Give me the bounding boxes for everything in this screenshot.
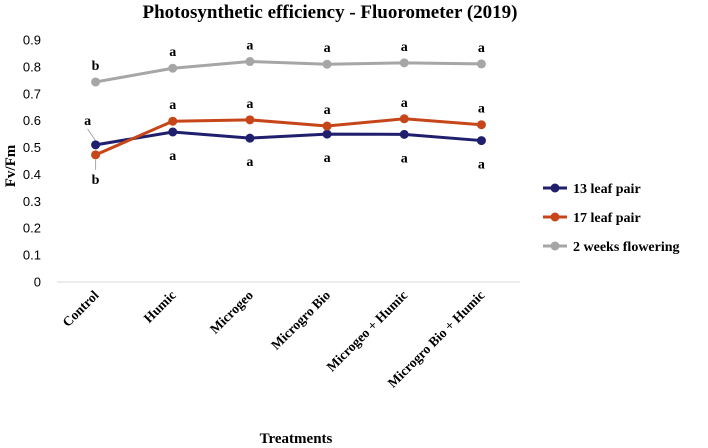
chart-title: Photosynthetic efficiency - Fluorometer … <box>143 2 518 23</box>
y-tick-label: 0.4 <box>23 167 41 182</box>
significance-letter: a <box>169 45 176 60</box>
y-tick-label: 0.2 <box>23 221 41 236</box>
data-point <box>399 114 409 124</box>
significance-letter: a <box>478 41 485 56</box>
y-tick-label: 0.6 <box>23 113 41 128</box>
significance-letter: a <box>246 39 253 54</box>
y-axis-label: Fv/Fm <box>3 144 19 187</box>
data-point <box>245 133 255 143</box>
data-point <box>91 77 101 87</box>
data-point <box>322 121 332 131</box>
data-point <box>476 136 486 146</box>
data-point <box>399 58 409 68</box>
x-axis-label: Treatments <box>260 431 333 447</box>
legend-swatch-marker <box>550 241 560 251</box>
y-axis-ticks: 0 0.1 0.2 0.3 0.4 0.5 0.6 0.7 0.8 0.9 <box>23 33 41 290</box>
significance-letter: a <box>324 151 331 166</box>
legend-label: 13 leaf pair <box>573 182 641 197</box>
series-line <box>95 60 482 84</box>
significance-letter: a <box>246 155 253 170</box>
y-tick-label: 0.7 <box>23 86 41 101</box>
data-point <box>168 127 178 137</box>
significance-labels: a a a a a a b a a a a a b a a a a a <box>84 39 485 188</box>
significance-letter: a <box>324 41 331 56</box>
x-tick-label: Microgeo + Humic <box>323 288 410 375</box>
x-tick-label: Humic <box>141 288 179 326</box>
data-point <box>322 129 332 139</box>
data-point <box>91 150 101 160</box>
y-tick-label: 0.1 <box>23 248 41 263</box>
significance-letter: b <box>92 59 100 74</box>
legend-swatch-marker <box>550 212 560 222</box>
annotation-leader-line <box>87 128 96 142</box>
y-tick-label: 0 <box>34 275 41 290</box>
y-tick-label: 0.8 <box>23 59 41 74</box>
data-point <box>245 115 255 125</box>
data-point <box>168 63 178 73</box>
x-tick-label: Control <box>59 287 101 329</box>
significance-letter: a <box>169 98 176 113</box>
annotation-leaders <box>87 128 97 170</box>
significance-letter: a <box>401 96 408 111</box>
data-point <box>245 57 255 67</box>
x-tick-label: Microgeo <box>207 287 256 336</box>
series-line <box>95 130 482 147</box>
legend-label: 17 leaf pair <box>573 211 641 226</box>
data-point <box>91 140 101 150</box>
data-point <box>476 120 486 130</box>
legend: 13 leaf pair 17 leaf pair 2 weeks flowerin… <box>543 182 680 255</box>
y-tick-label: 0.3 <box>23 194 41 209</box>
series-line <box>94 117 482 157</box>
significance-letter: a <box>246 97 253 112</box>
series-group <box>91 57 486 160</box>
significance-letter: a <box>401 40 408 55</box>
x-tick-label: Microgro Bio <box>268 287 333 352</box>
legend-swatch-marker <box>550 183 560 193</box>
significance-letter: a <box>169 149 176 164</box>
y-tick-label: 0.5 <box>23 140 41 155</box>
data-point <box>476 59 486 69</box>
significance-letter: a <box>478 158 485 173</box>
significance-letter: a <box>478 102 485 117</box>
x-axis-categories: Control Humic Microgeo Microgro BioMicrogeo… <box>59 287 487 390</box>
data-point <box>322 59 332 69</box>
significance-letter: b <box>92 173 100 188</box>
data-point <box>399 129 409 139</box>
data-point <box>168 116 178 126</box>
significance-letter: a <box>401 151 408 166</box>
y-tick-label: 0.9 <box>23 33 41 48</box>
significance-letter: a <box>84 114 91 129</box>
significance-letter: a <box>324 103 331 118</box>
legend-label: 2 weeks flowering <box>573 240 680 255</box>
